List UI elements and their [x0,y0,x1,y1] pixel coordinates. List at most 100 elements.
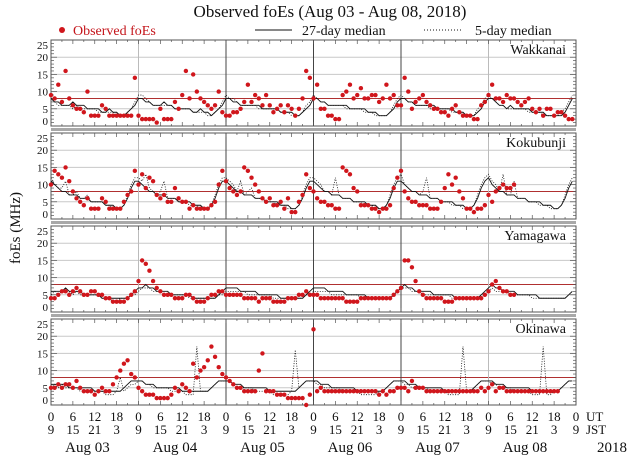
observed-point [398,103,404,108]
observed-point [81,110,87,115]
x-tick-label-jst: 9 [398,422,405,437]
observed-point [475,206,480,211]
observed-point [391,389,396,394]
observed-point [304,68,309,74]
observed-point [227,185,232,191]
observed-point [154,120,159,125]
observed-point [468,389,473,394]
observed-point [435,389,440,394]
observed-point [198,206,203,211]
observed-point [289,296,294,301]
observed-point [48,92,54,98]
observed-point [147,175,152,180]
observed-point [497,285,502,291]
observed-point [493,389,498,394]
observed-point [242,99,247,105]
observed-point [103,106,108,112]
observed-point [150,116,156,122]
observed-point [457,189,462,194]
observed-point [427,296,433,301]
chart-title: Observed foEs (Aug 03 - Aug 08, 2018) [194,2,467,21]
observed-point [99,196,105,201]
observed-point [464,296,469,301]
observed-point [322,389,327,394]
x-tick-label-jst: 21 [88,422,101,437]
y-tick-label: 20 [37,145,49,157]
observed-point [70,103,76,108]
observed-point [438,389,444,394]
observed-point [526,389,531,394]
observed-point [446,172,451,177]
observed-point [67,178,72,184]
observed-point [413,99,418,105]
observed-point [223,178,229,184]
observed-point [198,299,203,304]
observed-point [220,168,225,174]
observed-point [384,392,389,397]
observed-point [96,292,101,297]
observed-point [231,292,236,297]
observed-point [373,296,378,301]
x-tick-label-jst: 15 [504,422,517,437]
panel-separator [51,314,576,317]
observed-point [468,113,473,118]
x-tick-label-jst: 9 [573,422,580,437]
observed-point [387,389,393,394]
observed-point [409,265,415,270]
observed-point [187,389,192,394]
observed-point [486,289,491,294]
observed-point [180,92,185,98]
observed-point [453,175,458,180]
observed-point [376,99,382,105]
observed-point [311,96,316,101]
x-tick-label-ut: 0 [135,409,142,424]
x-tick-label-jst: 9 [485,422,492,437]
x-tick-label-ut: 18 [548,409,561,424]
observed-point [380,206,385,211]
observed-point [67,96,72,101]
observed-point [263,92,269,98]
observed-point [340,389,345,394]
observed-point [446,299,451,304]
legend-observed-marker [59,27,65,33]
observed-point [256,96,262,101]
median-27day-line [50,98,573,117]
observed-point [355,299,360,304]
observed-point [376,209,382,215]
year-label: 2018 [597,440,627,456]
observed-point [194,299,200,304]
observed-point [278,299,283,304]
observed-point [351,185,356,191]
x-tick-label-jst: 9 [135,422,142,437]
observed-point [150,392,156,397]
observed-point [70,189,76,194]
observed-point [446,113,451,118]
observed-point [322,199,327,204]
observed-point [325,389,331,394]
observed-point [238,189,243,194]
median-5day-line [50,173,573,210]
x-tick-label-jst: 15 [416,422,429,437]
observed-point [238,292,243,297]
observed-point [358,296,364,301]
observed-point [136,113,141,118]
observed-point [522,389,528,394]
observed-point [336,206,342,211]
observed-point [570,116,575,122]
observed-point [238,385,243,390]
observed-point [355,92,360,98]
x-tick-label-ut: 6 [420,409,427,424]
observed-point [59,289,65,294]
observed-point [216,182,221,187]
observed-point [551,113,557,118]
observed-point [562,113,568,118]
observed-point [380,389,385,394]
observed-point [118,368,123,373]
observed-point [318,106,323,112]
observed-point [183,68,189,74]
observed-point [449,182,455,187]
observed-point [150,278,156,284]
observed-point [285,103,291,108]
observed-point [358,203,364,208]
